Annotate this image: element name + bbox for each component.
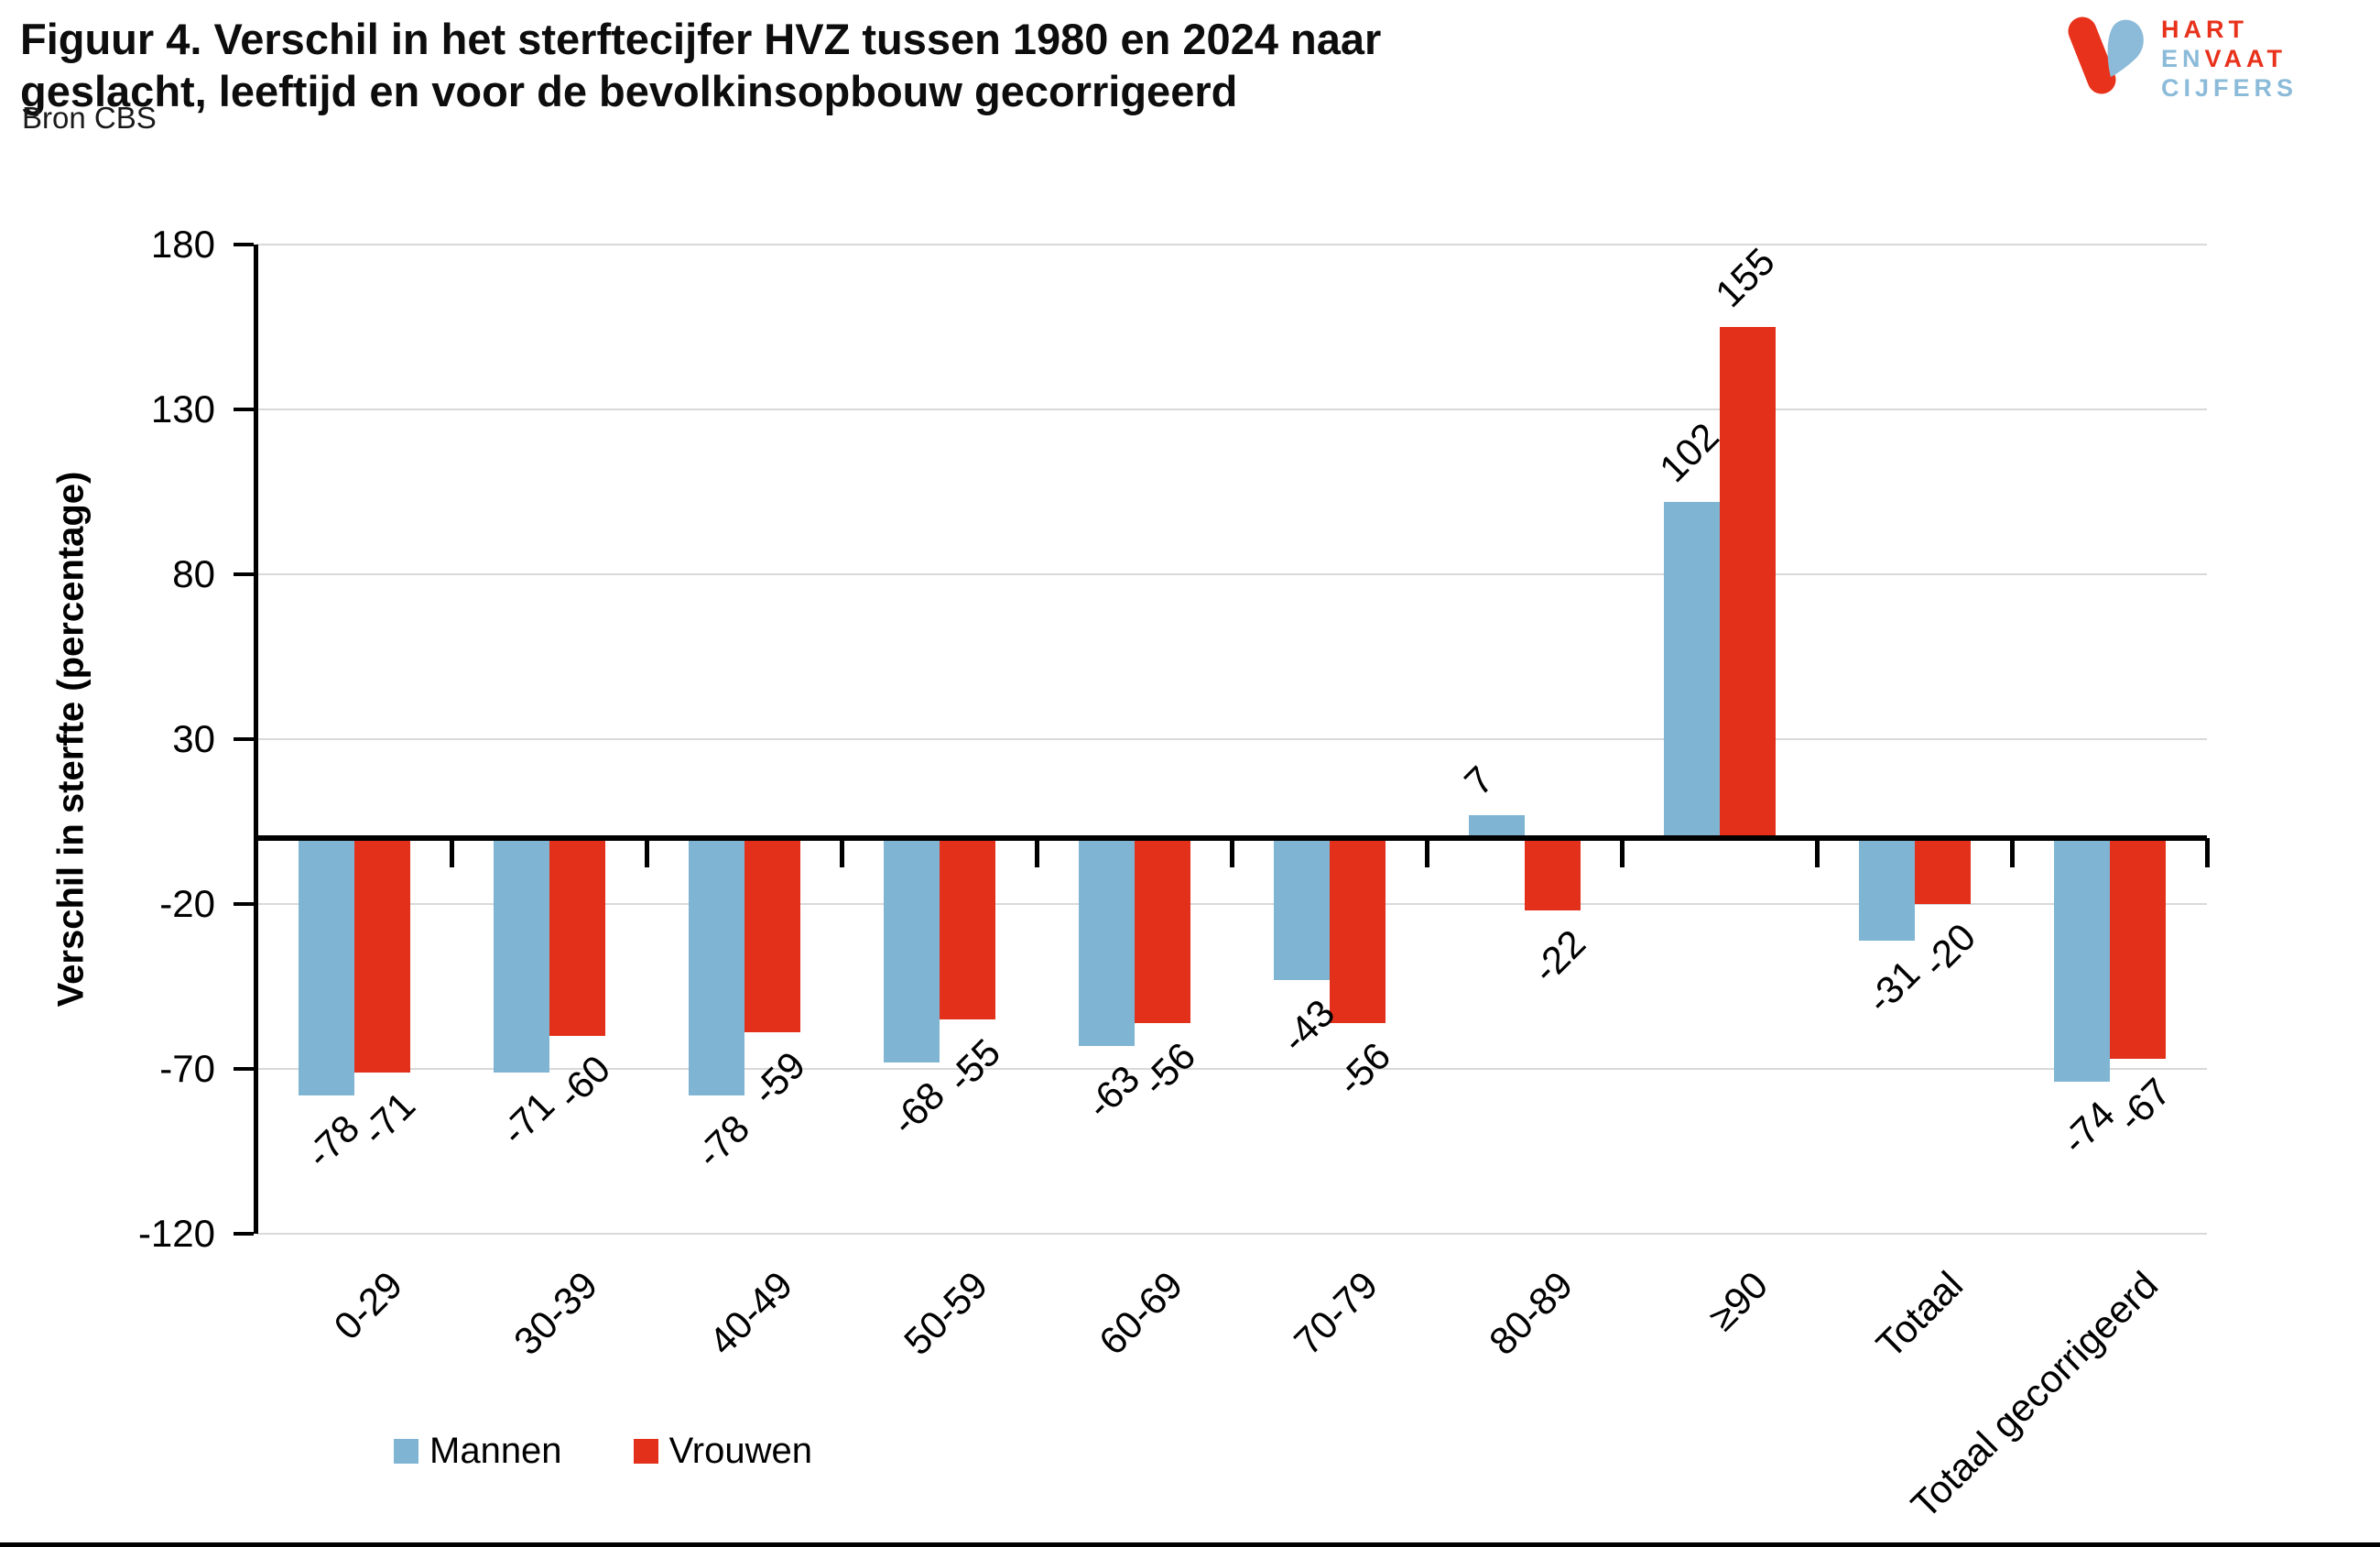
value-label: -78 — [688, 1106, 758, 1176]
bar-mannen-60-69 — [1078, 838, 1135, 1046]
x-tick-label: 50-59 — [895, 1263, 995, 1364]
bar-mannen-Totaal — [1858, 838, 1915, 941]
x-axis-tick — [1815, 838, 1820, 867]
x-tick-label: 70-79 — [1285, 1263, 1386, 1364]
bar-vrouwen-80-89 — [1524, 838, 1581, 911]
logo: HART ENVAAT CIJFERS — [2059, 9, 2298, 103]
x-axis-tick — [1230, 838, 1234, 867]
gridline — [256, 244, 2207, 245]
figure-title-line1: Figuur 4. Verschil in het sterftecijfer … — [20, 15, 1382, 63]
legend: Mannen Vrouwen — [394, 1431, 812, 1472]
bar-vrouwen-50-59 — [939, 838, 995, 1019]
y-tick-label: -20 — [159, 882, 215, 925]
bar-vrouwen-70-79 — [1329, 838, 1386, 1023]
y-tick-label: 30 — [172, 717, 215, 760]
legend-item-vrouwen: Vrouwen — [633, 1431, 812, 1472]
value-label: 7 — [1456, 757, 1502, 804]
y-tick-label: 130 — [150, 387, 215, 430]
bar-mannen-Totaal gecorrigeerd — [2053, 838, 2110, 1083]
gridline — [256, 573, 2207, 575]
gridline — [256, 903, 2207, 905]
logo-word-hart: HART — [2161, 16, 2248, 43]
bar-mannen-70-79 — [1273, 838, 1330, 980]
gridline — [256, 738, 2207, 740]
bar-vrouwen-40-49 — [744, 838, 800, 1033]
value-label: 155 — [1707, 239, 1783, 316]
x-tick-label: 40-49 — [700, 1263, 800, 1364]
x-axis-tick — [2205, 838, 2210, 867]
x-axis-tick — [840, 838, 844, 867]
figure-title: Figuur 4. Verschil in het sterftecijfer … — [20, 13, 1381, 117]
value-label: -78 — [298, 1106, 368, 1176]
x-tick-label: 80-89 — [1480, 1263, 1581, 1364]
bar-mannen-0-29 — [298, 838, 354, 1095]
legend-label-mannen: Mannen — [429, 1431, 562, 1471]
bar-vrouwen-≥90 — [1719, 327, 1776, 838]
value-label: -59 — [744, 1043, 814, 1114]
legend-swatch-vrouwen — [633, 1439, 658, 1464]
logo-word-cijfers: CIJFERS — [2161, 74, 2298, 102]
value-label: -67 — [2109, 1070, 2179, 1140]
value-label: 102 — [1651, 414, 1727, 491]
heart-v-logo-icon — [2068, 16, 2144, 94]
bar-mannen-80-89 — [1468, 814, 1525, 838]
y-axis-tick — [234, 408, 254, 411]
bar-vrouwen-Totaal gecorrigeerd — [2109, 838, 2166, 1060]
value-label: -60 — [549, 1047, 619, 1117]
gridline — [256, 1233, 2207, 1235]
legend-label-vrouwen: Vrouwen — [668, 1431, 812, 1471]
legend-item-mannen: Mannen — [394, 1431, 562, 1472]
value-label: -71 — [353, 1083, 424, 1153]
x-axis-tick — [1425, 838, 1429, 867]
figure-title-line2: geslacht, leeftijd en voor de bevolkinso… — [20, 67, 1238, 115]
value-label: -71 — [493, 1083, 563, 1153]
y-axis-tick — [234, 1067, 254, 1071]
value-label: -55 — [939, 1030, 1009, 1101]
source-label: Bron CBS — [22, 101, 157, 135]
bar-mannen-30-39 — [493, 838, 549, 1073]
y-tick-label: 180 — [150, 223, 215, 266]
y-tick-label: -70 — [159, 1047, 215, 1090]
bar-mannen-≥90 — [1663, 501, 1720, 838]
x-axis-tick — [645, 838, 649, 867]
y-tick-label: -120 — [137, 1212, 215, 1255]
gridline — [256, 409, 2207, 410]
logo-text: HART ENVAAT CIJFERS — [2161, 15, 2298, 103]
y-axis-tick — [234, 902, 254, 906]
bottom-border — [0, 1542, 2380, 1547]
bar-vrouwen-0-29 — [353, 838, 410, 1073]
x-axis-tick — [2010, 838, 2015, 867]
value-label: -68 — [883, 1073, 953, 1143]
x-axis-tick — [1620, 838, 1625, 867]
value-label: -22 — [1524, 921, 1594, 992]
value-label: -56 — [1134, 1033, 1204, 1104]
value-label: -20 — [1914, 915, 1984, 986]
x-tick-label: Totaal — [1867, 1263, 1971, 1367]
x-tick-label: ≥90 — [1700, 1263, 1776, 1339]
value-label: -56 — [1329, 1033, 1399, 1104]
x-tick-label: 30-39 — [505, 1263, 605, 1364]
logo-word-en: EN — [2161, 45, 2205, 72]
y-axis-line — [254, 245, 258, 1234]
gridline — [256, 1068, 2207, 1070]
x-tick-label: 60-69 — [1090, 1263, 1190, 1364]
bar-mannen-50-59 — [883, 838, 940, 1062]
bar-vrouwen-Totaal — [1914, 838, 1971, 904]
x-tick-label: 0-29 — [325, 1263, 410, 1348]
bar-vrouwen-60-69 — [1134, 838, 1190, 1023]
logo-word-vaat: VAAT — [2204, 45, 2288, 72]
bar-vrouwen-30-39 — [549, 838, 605, 1036]
legend-swatch-mannen — [394, 1439, 418, 1464]
value-label: -31 — [1858, 951, 1929, 1021]
x-axis-tick — [450, 838, 454, 867]
y-axis-tick — [234, 1232, 254, 1236]
y-axis-tick — [234, 572, 254, 576]
y-axis-tick — [234, 737, 254, 741]
x-axis-tick — [1035, 838, 1039, 867]
y-axis-tick — [234, 243, 254, 246]
bar-mannen-40-49 — [688, 838, 744, 1095]
y-tick-label: 80 — [172, 552, 215, 595]
